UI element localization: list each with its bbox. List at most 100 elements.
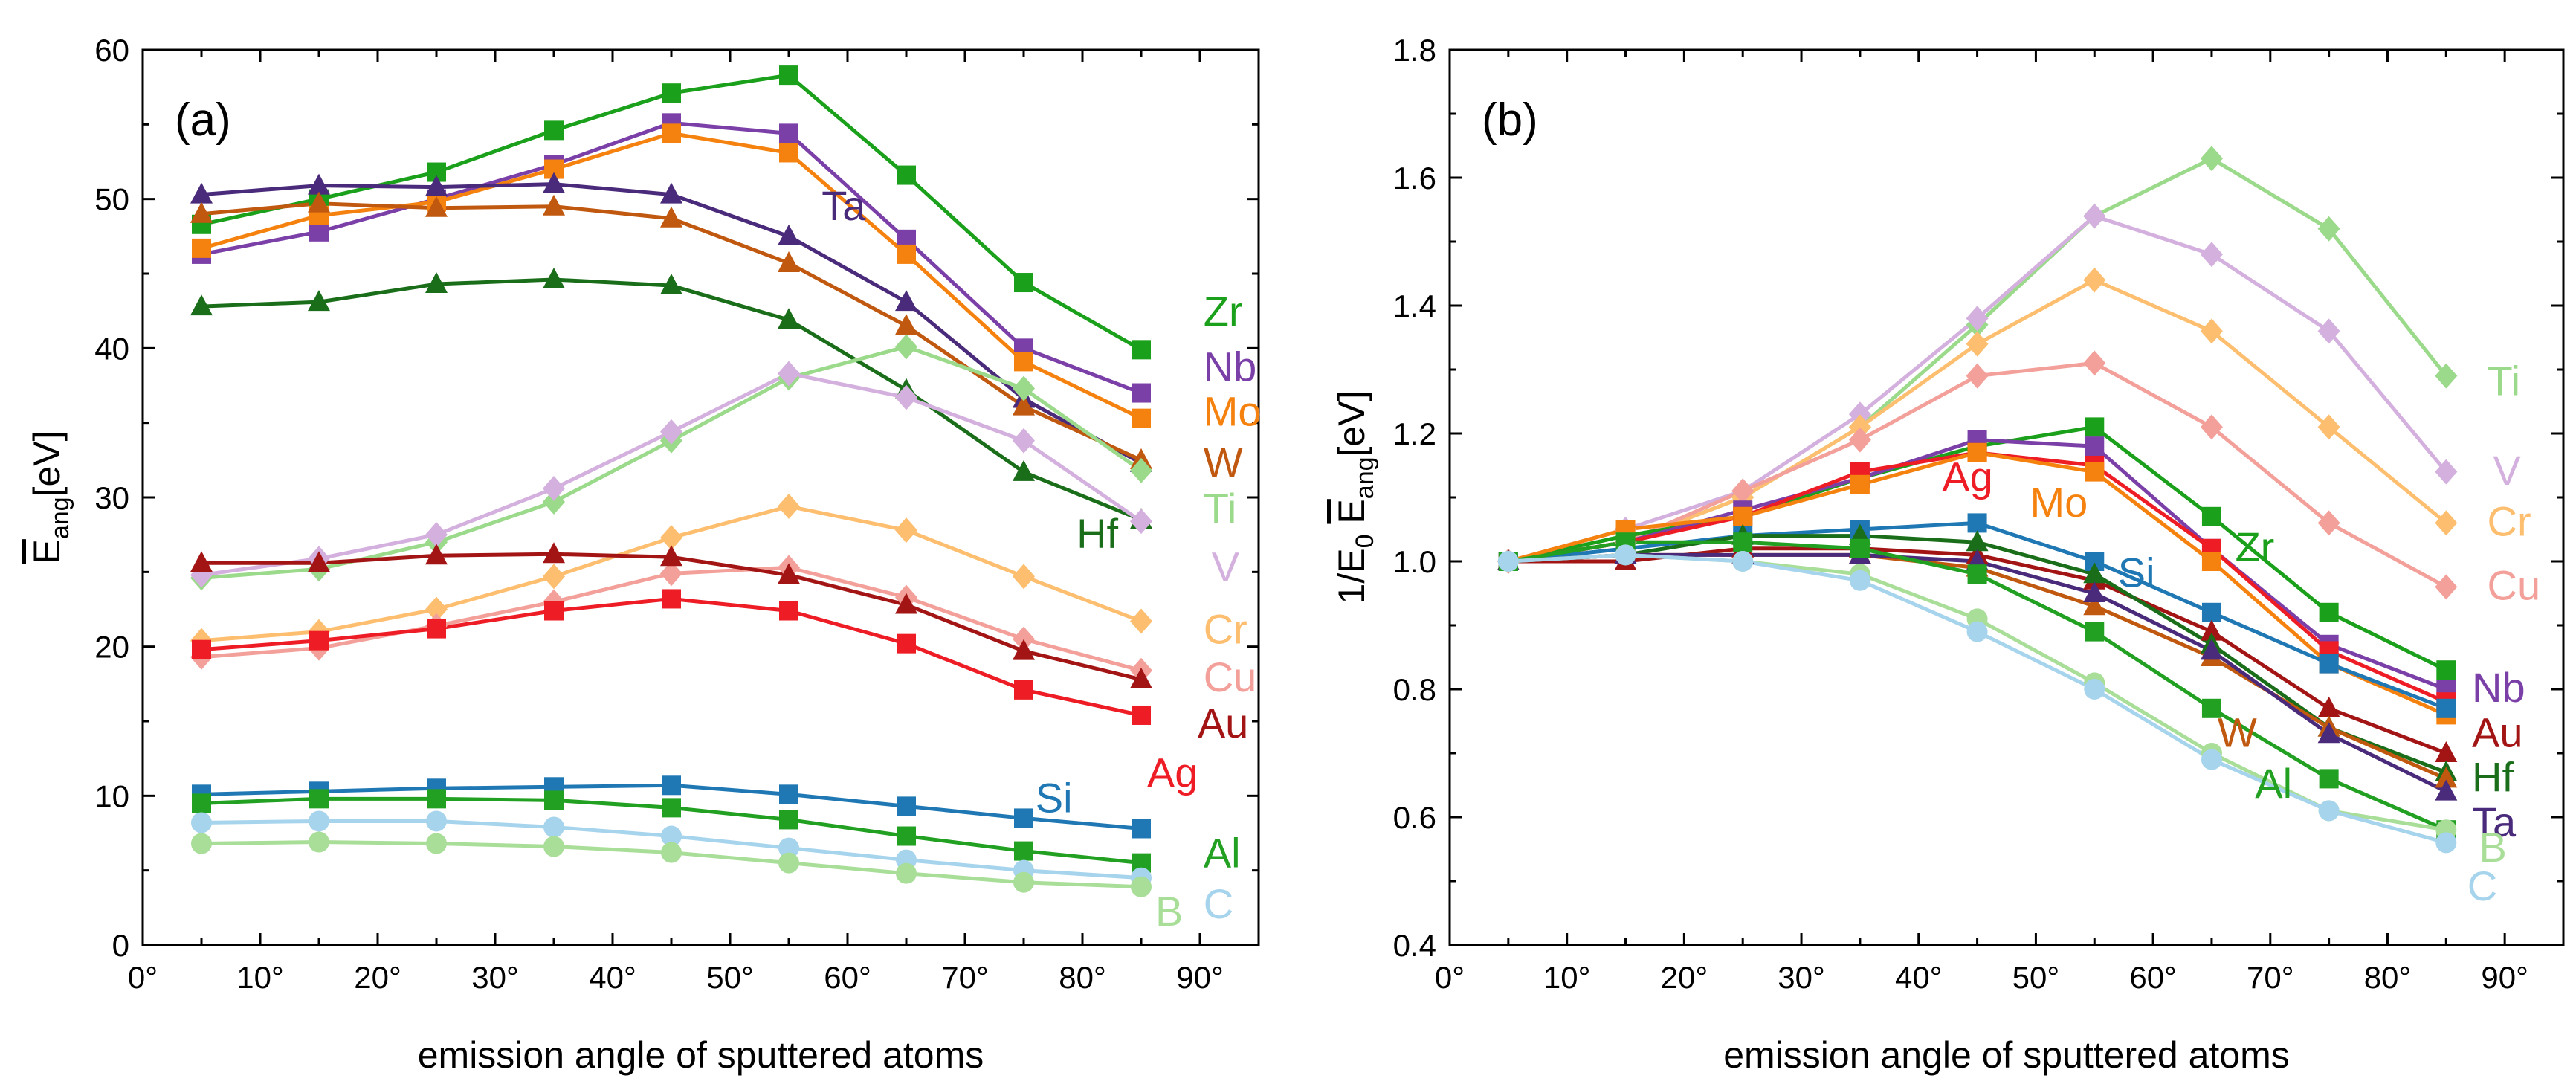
panel-a-x-tick-label: 30° [471, 960, 519, 995]
panel-b-point-c [1849, 570, 1870, 591]
panel-a-point-mo [897, 244, 916, 264]
panel-b-point-w [2435, 767, 2458, 788]
panel-a-point-mo [662, 123, 681, 143]
panel-b-point-v [1848, 401, 1871, 428]
panel-a-point-ag [192, 639, 211, 659]
panel-a-point-c [778, 837, 799, 859]
panel-b-series-label-b: B [2479, 824, 2506, 871]
panel-a-point-au [190, 551, 213, 572]
panel-b-series-label-v: V [2493, 447, 2521, 494]
panel-a-x-tick-label: 50° [706, 960, 754, 995]
panel-b-point-c [1615, 544, 1636, 566]
panel-a-point-w [308, 191, 330, 213]
panel-b-point-w [2083, 594, 2106, 616]
panel-a-point-v [543, 475, 565, 501]
panel-b-point-cr [2435, 510, 2458, 536]
panel-a-point-zr [897, 165, 916, 185]
panel-a-point-hf [308, 290, 330, 312]
panel-b-series-line-v [1508, 214, 2448, 564]
panel-b-y-tick-label: 1.4 [1393, 288, 1436, 323]
panel-b-point-ti [2317, 216, 2340, 242]
panel-a-point-au [425, 544, 448, 565]
panel-a-x-tick-label: 10° [236, 960, 284, 995]
panel-b-point-al [2085, 622, 2105, 642]
panel-a-point-hf [543, 268, 565, 289]
panel-a-point-zr [779, 65, 798, 86]
panel-a-series-line-ag [201, 596, 1142, 717]
panel-a-point-v [1130, 509, 1152, 535]
panel-a-point-al [779, 810, 798, 830]
panel-b-point-cu [2083, 350, 2106, 376]
panel-b-y-tick-label: 1.0 [1393, 544, 1436, 579]
panel-a-series-label-zr: Zr [1204, 288, 1243, 335]
panel-b-point-v [2317, 318, 2340, 344]
panel-a-point-ag [897, 633, 916, 654]
panel-b-point-al [2201, 698, 2221, 718]
panel-a-x-tick-label: 0° [128, 960, 158, 995]
panel-b-point-c [2201, 749, 2222, 770]
panel-b-point-mo [1850, 474, 1870, 494]
panel-a-y-tick-label: 20 [94, 630, 129, 665]
panel-b-series-label-ti: Ti [2488, 357, 2521, 404]
panel-a-point-au [308, 551, 330, 572]
panel-b-x-tick-label: 30° [1778, 960, 1825, 995]
panel-a-point-cu [1013, 626, 1035, 652]
panel-a-point-al [544, 790, 564, 810]
panel-a-series-label-hf: Hf [1076, 510, 1118, 557]
panel-a-point-al [1014, 841, 1033, 861]
panel-a-series-label-nb: Nb [1204, 343, 1257, 390]
panel-a-y-tick-label: 30 [94, 480, 129, 515]
panel-b-series-line-al [1508, 540, 2447, 832]
panel-a-point-ti [895, 334, 917, 360]
panel-a-point-si [779, 784, 798, 804]
panel-b-point-ta [2317, 722, 2340, 744]
panel-b-x-tick-label: 50° [2012, 960, 2060, 995]
panel-b-point-si [2201, 602, 2221, 622]
panel-a-point-al [309, 789, 329, 809]
panel-b-point-mo [2201, 552, 2221, 571]
panel-a-point-zr [544, 120, 564, 141]
panel-b-panel-label: (b) [1482, 94, 1538, 146]
panel-a-point-hf [1013, 459, 1035, 481]
panel-b-series-label-zr: Zr [2235, 523, 2274, 570]
panel-b-series-label-al: Al [2255, 760, 2292, 807]
panel-a-point-v [1013, 428, 1035, 454]
panel-a-panel-label: (a) [175, 94, 231, 146]
panel-a-series-line-hf [201, 277, 1142, 522]
panel-a-point-c [426, 810, 447, 832]
panel-a-y-tick-label: 10 [94, 778, 129, 813]
panel-a-x-tick-label: 60° [824, 960, 871, 995]
panel-b-point-al [1967, 564, 1987, 584]
panel-a-point-c [661, 825, 682, 847]
panel-b-point-mo [1733, 506, 1753, 526]
panel-a-point-c [543, 816, 564, 838]
panel-b-point-al [1850, 538, 1870, 558]
panel-a-point-au [1013, 639, 1035, 660]
panel-a-point-nb [779, 123, 798, 143]
panel-b-point-cu [1966, 363, 1989, 389]
panel-a-point-mo [1132, 408, 1151, 428]
panel-b-series-label-w: W [2218, 709, 2257, 755]
panel-a-point-w [190, 201, 213, 223]
panel-a-point-ti [543, 489, 565, 515]
panel-a-series-label-mo: Mo [1204, 388, 1262, 435]
panel-b-point-v [2200, 242, 2223, 268]
panel-a-point-ta [543, 172, 565, 193]
panel-a-chart: 0° 10° 20° 30° 40° 50° 60° 70° 80° 90° 0 10 20 30 40 50… [26, 33, 1262, 1076]
panel-a-series-label-c: C [1204, 880, 1233, 927]
panel-a-point-ag [662, 589, 681, 609]
panel-a-point-hf [778, 308, 800, 329]
panel-a-y-axis-label: Eang[eV] [26, 430, 74, 564]
panel-b-point-v [1966, 306, 1989, 332]
panel-b-series-label-si: Si [2118, 549, 2155, 596]
panel-a-point-ta [308, 173, 330, 195]
panel-b-point-ta [2083, 581, 2106, 602]
panel-a-point-si [897, 796, 916, 816]
panel-b-point-mo [2085, 462, 2105, 482]
panel-a-point-b [543, 836, 564, 857]
panel-b-series-label-ag: Ag [1942, 453, 1993, 500]
panel-b-x-tick-label: 80° [2364, 960, 2412, 995]
panel-a-point-b [309, 831, 329, 853]
panel-b-series-label-au: Au [2472, 709, 2523, 755]
panel-a-point-hf [660, 274, 682, 295]
